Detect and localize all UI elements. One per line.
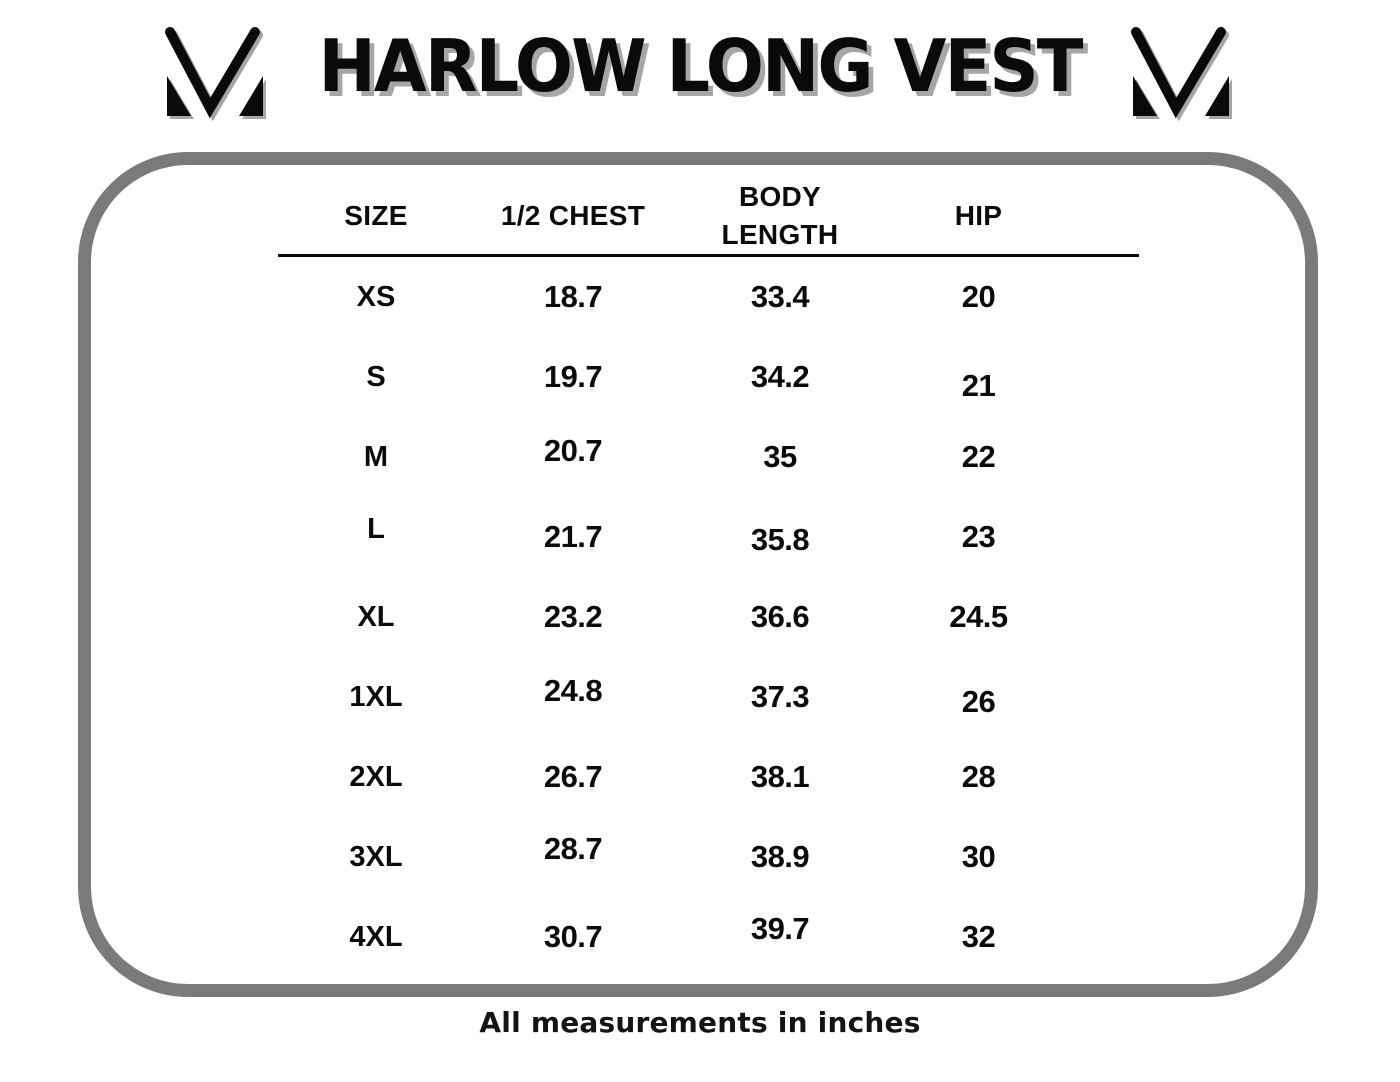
measurement-value: 18.7 [543, 279, 603, 314]
table-row: S 19.7 34.2 21 [278, 337, 1139, 417]
measurements-footnote: All measurements in inches [479, 1006, 921, 1039]
table-row: 3XL 28.7 38.9 30 [278, 817, 1139, 897]
size-label: XL [357, 600, 395, 633]
table-row: XS 18.7 33.4 20 [278, 257, 1139, 337]
measurement-value: 35 [763, 439, 797, 474]
measurement-value: 21 [961, 368, 996, 403]
size-label: 4XL [349, 920, 403, 953]
column-header: HIP [954, 200, 1003, 232]
column-header: 1/2 CHEST [500, 200, 646, 232]
measurement-value: 26 [961, 684, 996, 719]
measurement-value: 19.7 [543, 359, 603, 394]
measurement-value: 36.6 [750, 599, 810, 634]
size-chart-box: SIZE 1/2 CHEST BODY LENGTH HIP XS 18.7 33.4 20… [78, 152, 1318, 997]
measurement-value: 30 [961, 839, 996, 874]
table-row: 2XL 26.7 38.1 28 [278, 737, 1139, 817]
measurement-value: 23 [961, 519, 996, 554]
table-row: 4XL 30.7 39.7 32 [278, 897, 1139, 977]
table-row: M 20.7 35 22 [278, 417, 1139, 497]
size-label: 3XL [349, 840, 403, 873]
measurement-value: 24.5 [949, 599, 1008, 634]
measurement-value: 30.7 [543, 919, 603, 954]
measurement-value: 28 [961, 759, 996, 794]
measurement-value: 26.7 [543, 759, 603, 794]
table-row: 1XL 24.8 37.3 26 [278, 657, 1139, 737]
measurement-value: 28.7 [543, 831, 603, 866]
measurement-value: 35.8 [750, 522, 810, 557]
table-body: XS 18.7 33.4 20 S 19.7 34.2 21 M 20.7 35 22 L 21.7 35.… [278, 257, 1139, 977]
size-label: XS [356, 280, 396, 313]
table-row: XL 23.2 36.6 24.5 [278, 577, 1139, 657]
measurement-value: 23.2 [543, 599, 603, 634]
size-label: L [367, 512, 385, 545]
table-row: L 21.7 35.8 23 [278, 497, 1139, 577]
column-header: SIZE [344, 200, 408, 232]
measurement-value: 20.7 [543, 433, 603, 468]
measurement-value: 21.7 [543, 519, 603, 554]
measurement-value: 33.4 [750, 279, 810, 314]
column-header: BODY LENGTH [721, 181, 839, 250]
measurement-value: 37.3 [750, 679, 810, 714]
page-title: HARLOW LONG VEST [318, 24, 1083, 108]
measurement-value: 22 [961, 439, 996, 474]
measurement-value: 34.2 [750, 359, 810, 394]
measurement-value: 32 [961, 919, 996, 954]
size-label: M [363, 440, 389, 473]
size-label: 1XL [349, 680, 403, 713]
brand-m-logo-icon [1131, 27, 1229, 119]
table-header-row: SIZE 1/2 CHEST BODY LENGTH HIP [278, 165, 1139, 257]
measurement-value: 38.9 [750, 839, 810, 874]
measurement-value: 39.7 [750, 911, 810, 946]
measurement-value: 24.8 [543, 673, 603, 708]
size-label: 2XL [349, 760, 403, 793]
brand-m-logo-icon [165, 27, 263, 119]
measurement-value: 20 [961, 279, 996, 314]
size-table: SIZE 1/2 CHEST BODY LENGTH HIP XS 18.7 33.4 20… [278, 165, 1139, 977]
measurement-value: 38.1 [750, 759, 810, 794]
size-label: S [366, 360, 386, 393]
page-header: HARLOW LONG VEST [0, 0, 1400, 150]
